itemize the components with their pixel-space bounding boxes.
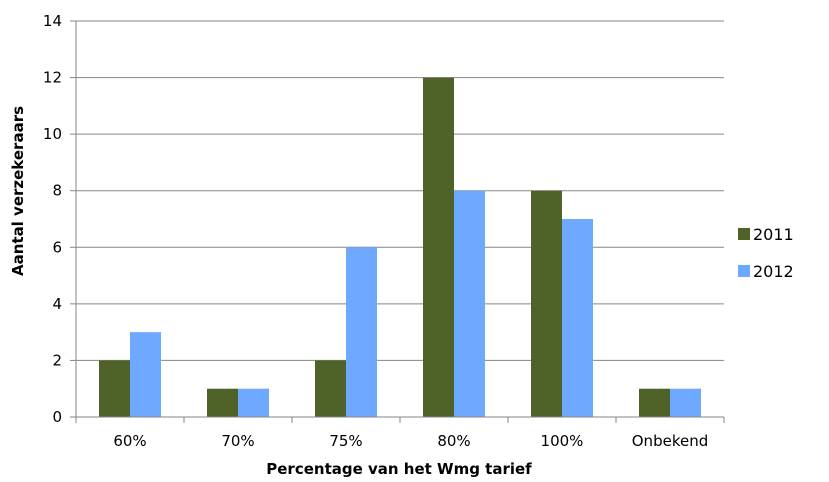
- x-tick-label: 60%: [113, 432, 146, 450]
- bar-2012-80%: [454, 190, 485, 417]
- bars: [99, 77, 701, 418]
- bar-2011-70%: [207, 388, 238, 417]
- bar-2012-60%: [130, 332, 161, 417]
- y-tick-label: 6: [52, 238, 62, 256]
- legend: 2011 2012: [738, 225, 794, 281]
- bar-2011-Onbekend: [639, 388, 670, 417]
- y-tick-label: 12: [43, 69, 62, 87]
- y-tick-label: 2: [52, 351, 62, 369]
- x-tick-label: 80%: [437, 432, 470, 450]
- y-tick-label: 10: [43, 125, 62, 143]
- legend-label-2012: 2012: [753, 262, 794, 281]
- gridlines: [76, 20, 724, 361]
- bar-2011-60%: [99, 360, 130, 417]
- bar-2011-100%: [531, 190, 562, 417]
- bar-2012-100%: [562, 219, 593, 417]
- y-tick-label: 0: [52, 408, 62, 426]
- bar-2012-75%: [346, 247, 377, 417]
- bar-2012-Onbekend: [670, 388, 701, 417]
- x-tick-label: Onbekend: [632, 432, 708, 450]
- x-tick-label: 70%: [221, 432, 254, 450]
- x-tick-label: 75%: [329, 432, 362, 450]
- legend-label-2011: 2011: [753, 225, 794, 244]
- y-axis-title: Aantal verzekeraars: [9, 106, 27, 276]
- x-tick-label: 100%: [541, 432, 584, 450]
- y-tick-label: 14: [43, 12, 62, 30]
- legend-swatch-2011: [738, 228, 750, 240]
- y-tick-label: 4: [52, 295, 62, 313]
- axes: [70, 20, 725, 423]
- x-axis-title: Percentage van het Wmg tarief: [266, 460, 532, 478]
- bar-2011-75%: [315, 360, 346, 417]
- x-tick-labels: 60% 70% 75% 80% 100% Onbekend: [113, 432, 708, 450]
- bar-2012-70%: [238, 388, 269, 417]
- bar-2011-80%: [423, 77, 454, 418]
- y-tick-labels: 0 2 4 6 8 10 12 14: [43, 12, 62, 426]
- y-tick-label: 8: [52, 182, 62, 200]
- legend-swatch-2012: [738, 265, 750, 277]
